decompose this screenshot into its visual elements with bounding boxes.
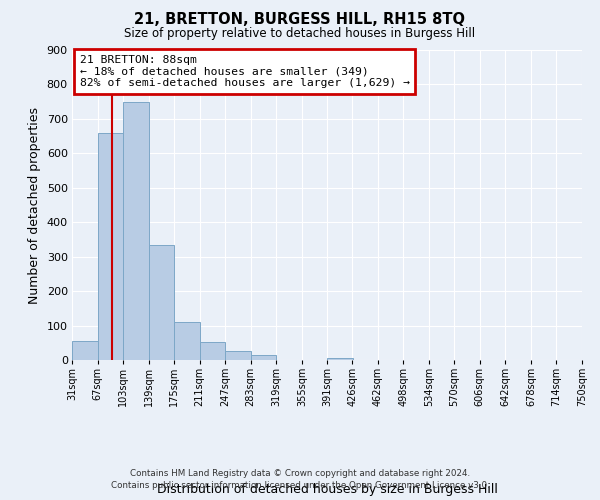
Bar [225, 350, 251, 360]
Text: Contains HM Land Registry data © Crown copyright and database right 2024.: Contains HM Land Registry data © Crown c… [130, 468, 470, 477]
Text: 21 BRETTON: 88sqm
← 18% of detached houses are smaller (349)
82% of semi-detache: 21 BRETTON: 88sqm ← 18% of detached hous… [80, 54, 410, 88]
Bar [98, 132, 123, 360]
Text: Size of property relative to detached houses in Burgess Hill: Size of property relative to detached ho… [124, 28, 476, 40]
Text: Contains public sector information licensed under the Open Government Licence v3: Contains public sector information licen… [110, 481, 490, 490]
Bar [149, 244, 174, 360]
Y-axis label: Number of detached properties: Number of detached properties [28, 106, 41, 304]
Bar [72, 341, 98, 360]
Bar [174, 322, 200, 360]
Bar [200, 342, 225, 360]
Bar [328, 358, 353, 360]
Bar [123, 102, 149, 360]
Text: 21, BRETTON, BURGESS HILL, RH15 8TQ: 21, BRETTON, BURGESS HILL, RH15 8TQ [134, 12, 466, 28]
X-axis label: Distribution of detached houses by size in Burgess Hill: Distribution of detached houses by size … [157, 482, 497, 496]
Bar [251, 355, 276, 360]
